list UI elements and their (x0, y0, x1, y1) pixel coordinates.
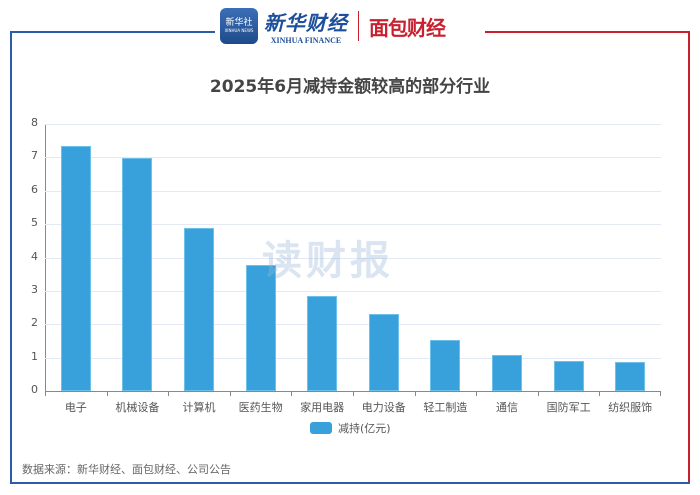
x-tick-label: 计算机 (182, 401, 216, 414)
x-tick (537, 391, 539, 396)
legend-label: 减持(亿元) (338, 422, 391, 435)
frame-right (688, 31, 690, 484)
x-tick-label: 家用电器 (300, 401, 345, 414)
gridline (45, 290, 661, 292)
gridline (45, 190, 661, 192)
x-tick (168, 391, 170, 396)
bar[interactable] (122, 158, 153, 391)
y-tick-label: 8 (31, 116, 38, 129)
x-tick-label: 轻工制造 (423, 401, 468, 414)
mianbao-finance-logo: 面包财经 (369, 15, 446, 40)
frame-top-right (485, 31, 690, 33)
y-tick-label: 1 (31, 349, 38, 363)
logo-text: 新华社 (225, 17, 253, 28)
logo-subtext: XINHUA NEWS (224, 27, 254, 33)
x-tick-label: 纺织服饰 (608, 401, 653, 414)
x-tick-label: 医药生物 (238, 401, 283, 414)
x-tick (353, 391, 354, 396)
legend-swatch (310, 422, 332, 434)
bar[interactable] (430, 339, 461, 391)
bar[interactable] (553, 360, 584, 391)
x-tick (660, 391, 661, 396)
chart-title: 2025年6月减持金额较高的部分行业 (209, 77, 491, 97)
y-tick-label: 3 (31, 282, 38, 296)
divider (358, 11, 359, 41)
y-tick-label: 5 (31, 216, 38, 230)
x-tick (229, 391, 231, 396)
y-tick-label: 4 (31, 249, 38, 263)
gridline (45, 257, 661, 259)
xinhua-finance-logo: 新华财经 XINHUA FINANCE (264, 7, 348, 45)
bar[interactable] (615, 361, 646, 391)
x-tick (45, 391, 46, 396)
y-tick-label: 2 (31, 316, 38, 330)
bar[interactable] (368, 313, 399, 391)
y-tick-label: 0 (31, 383, 38, 396)
bar[interactable] (307, 296, 338, 391)
frame-top-left (10, 31, 215, 33)
x-tick-label: 电子 (64, 401, 87, 414)
gridline (45, 324, 661, 326)
gridline (45, 124, 661, 125)
bar[interactable] (184, 228, 214, 391)
y-tick-label: 6 (31, 182, 38, 196)
x-tick (414, 391, 416, 396)
x-tick (106, 391, 108, 396)
gridline (45, 224, 661, 226)
x-tick-label: 电力设备 (361, 401, 406, 414)
plot-area: 电子 机械设备 计算机 医药生物 家用电器 电力设备 轻工制造 通信 国防军工 纺织服饰 (45, 124, 661, 414)
x-tick (599, 391, 601, 396)
x-tick (476, 391, 478, 396)
y-tick-label: 7 (31, 149, 38, 163)
x-tick-label: 机械设备 (115, 401, 160, 414)
frame-left (10, 31, 12, 483)
bar[interactable] (492, 354, 522, 391)
bar[interactable] (245, 264, 276, 391)
xinhua-news-logo: 新华社 XINHUA NEWS (220, 8, 258, 44)
bar[interactable] (60, 145, 91, 391)
gridline (45, 357, 661, 359)
frame-bottom (290, 482, 690, 484)
x-tick-label: 国防军工 (546, 401, 591, 414)
brand-header: 新华社 XINHUA NEWS 新华财经 XINHUA FINANCE 面包财经 (220, 6, 485, 46)
brand-en: XINHUA FINANCE (270, 36, 342, 45)
x-tick-label: 通信 (496, 401, 518, 414)
gridline (45, 157, 661, 159)
legend[interactable]: 减持(亿元) (310, 420, 391, 436)
frame-bottom (10, 482, 290, 484)
watermark: 读财报 (262, 238, 394, 284)
data-source: 数据来源：新华财经、面包财经、公司公告 (22, 463, 231, 476)
brand-cn: 新华财经 (264, 11, 348, 35)
x-tick (291, 391, 293, 396)
